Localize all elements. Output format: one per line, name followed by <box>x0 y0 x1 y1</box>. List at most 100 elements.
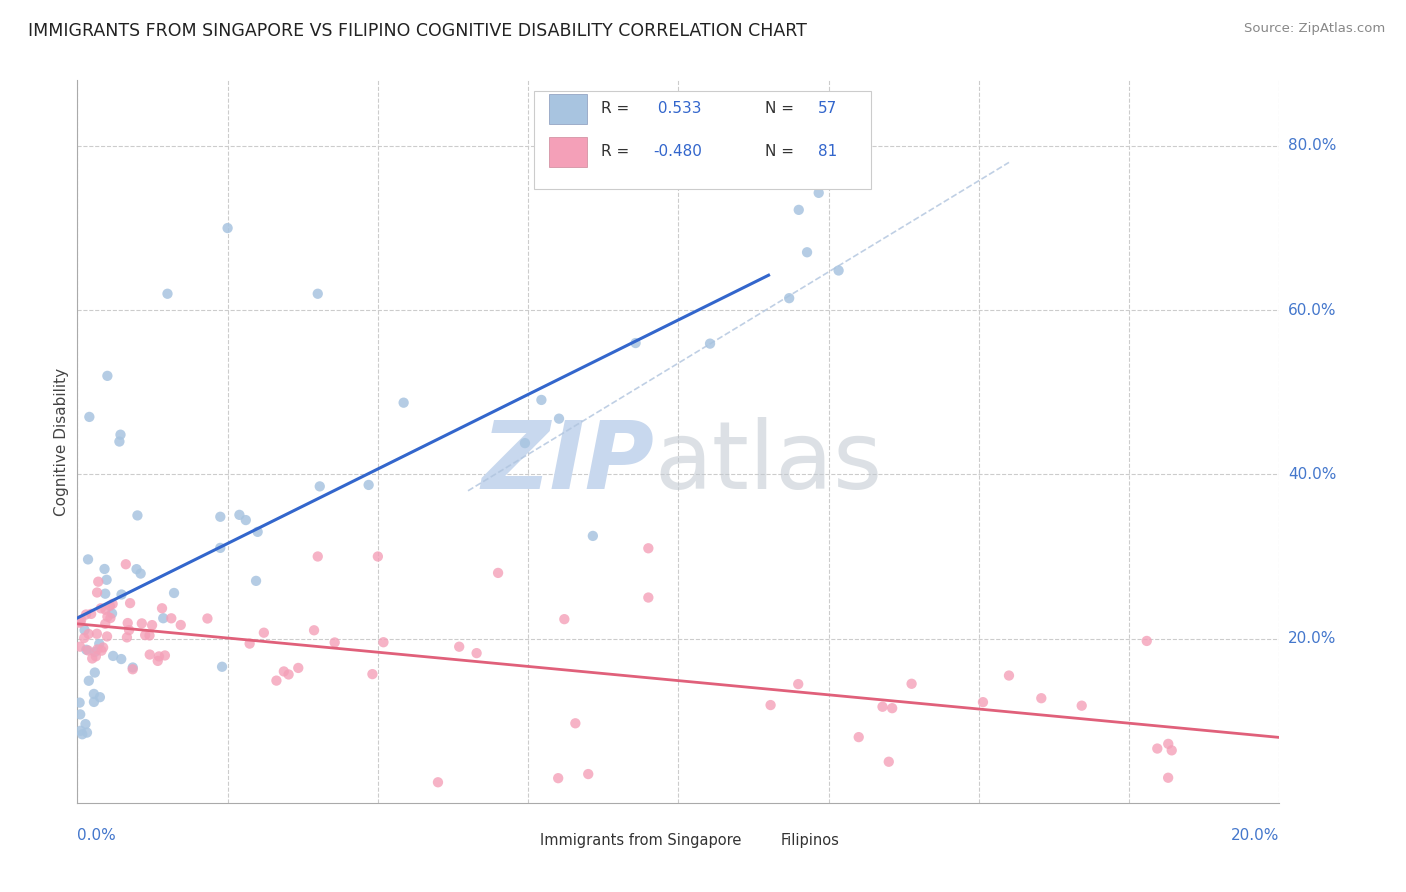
Point <box>245 574 267 588</box>
Point <box>553 612 575 626</box>
Point <box>69 640 91 654</box>
Point <box>266 673 288 688</box>
Point <box>576 767 599 781</box>
Text: -0.480: -0.480 <box>654 145 702 160</box>
Point <box>1157 737 1180 751</box>
Point <box>1136 634 1159 648</box>
Point <box>153 648 176 663</box>
Text: 0.0%: 0.0% <box>77 828 117 843</box>
Point <box>302 624 325 638</box>
Point <box>367 549 389 564</box>
Point <box>77 643 100 657</box>
Point <box>156 286 179 301</box>
Text: 40.0%: 40.0% <box>1288 467 1336 482</box>
Point <box>118 623 141 637</box>
Point <box>235 513 257 527</box>
Point <box>83 645 105 659</box>
Point <box>86 642 108 657</box>
Point <box>197 611 219 625</box>
Point <box>83 687 105 701</box>
Text: N =: N = <box>765 145 799 160</box>
Point <box>787 677 810 691</box>
Point <box>98 599 121 613</box>
Text: 57: 57 <box>818 101 837 116</box>
Text: 0.533: 0.533 <box>654 101 702 116</box>
Point <box>148 649 170 664</box>
Text: Immigrants from Singapore: Immigrants from Singapore <box>540 833 741 848</box>
Point <box>72 727 94 741</box>
Point <box>465 646 488 660</box>
Point <box>357 478 380 492</box>
Point <box>67 615 90 630</box>
Point <box>77 552 100 566</box>
Point <box>807 186 830 200</box>
Point <box>94 587 117 601</box>
Text: ZIP: ZIP <box>481 417 654 509</box>
Point <box>160 611 183 625</box>
Point <box>449 640 471 654</box>
Point <box>246 524 269 539</box>
Point <box>787 202 810 217</box>
Point <box>323 635 346 649</box>
Point <box>125 562 148 576</box>
Point <box>548 411 571 425</box>
Point <box>287 661 309 675</box>
Point <box>129 566 152 581</box>
Point <box>1160 743 1182 757</box>
Text: Source: ZipAtlas.com: Source: ZipAtlas.com <box>1244 22 1385 36</box>
Point <box>108 434 131 449</box>
Point <box>77 673 100 688</box>
Point <box>110 427 132 442</box>
Point <box>75 642 97 657</box>
Point <box>89 690 111 705</box>
Point <box>110 587 132 601</box>
Point <box>90 643 112 657</box>
Point <box>138 648 160 662</box>
Point <box>877 755 900 769</box>
Y-axis label: Cognitive Disability: Cognitive Disability <box>53 368 69 516</box>
Point <box>82 651 104 665</box>
Text: 80.0%: 80.0% <box>1288 138 1336 153</box>
Text: 20.0%: 20.0% <box>1232 828 1279 843</box>
Point <box>69 696 91 710</box>
Point <box>117 615 139 630</box>
Point <box>86 627 108 641</box>
Point <box>101 597 124 611</box>
FancyBboxPatch shape <box>738 828 772 854</box>
Point <box>150 601 173 615</box>
Point <box>882 701 904 715</box>
Point <box>96 609 118 624</box>
Point <box>141 618 163 632</box>
Point <box>152 611 174 625</box>
Point <box>872 699 894 714</box>
Point <box>624 336 647 351</box>
Point <box>307 549 329 564</box>
Text: Filipinos: Filipinos <box>780 833 839 848</box>
Point <box>77 627 100 641</box>
Point <box>69 707 91 722</box>
Point <box>90 601 112 615</box>
Point <box>120 596 142 610</box>
Text: 20.0%: 20.0% <box>1288 632 1336 646</box>
Point <box>827 263 849 277</box>
Point <box>73 631 96 645</box>
Point <box>131 616 153 631</box>
Point <box>209 541 232 555</box>
Text: 81: 81 <box>818 145 837 160</box>
Point <box>637 591 659 605</box>
Point <box>94 616 117 631</box>
Point <box>80 607 103 621</box>
Point <box>564 716 586 731</box>
Point <box>848 730 870 744</box>
Point <box>76 725 98 739</box>
Point <box>1070 698 1092 713</box>
Point <box>87 574 110 589</box>
Point <box>998 668 1021 682</box>
Text: R =: R = <box>602 101 634 116</box>
Point <box>547 771 569 785</box>
Point <box>273 665 295 679</box>
Point <box>121 662 143 676</box>
Point <box>101 648 124 663</box>
Point <box>1031 691 1053 706</box>
Point <box>89 637 111 651</box>
